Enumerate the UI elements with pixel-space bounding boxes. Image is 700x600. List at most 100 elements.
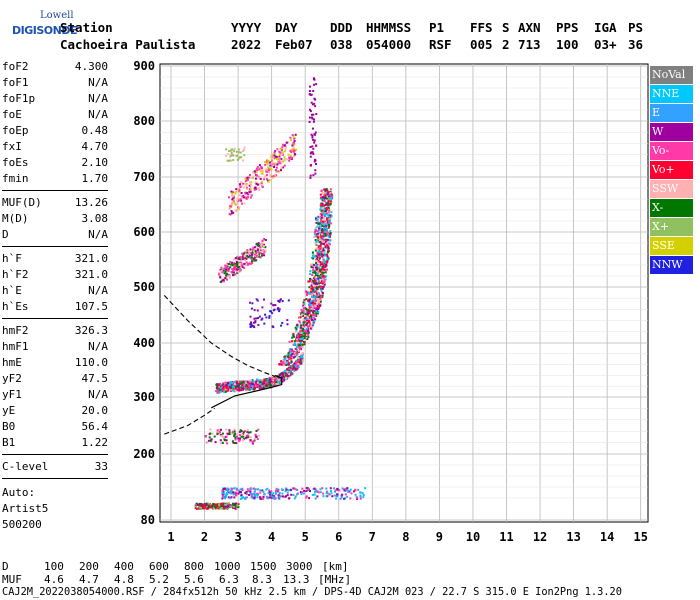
echo-point [291,350,294,353]
echo-point [230,383,233,386]
echo-point [223,391,226,394]
echo-point [247,262,249,265]
auto-artist: Artist5 [2,502,49,515]
param-value: 4.300 [74,60,108,73]
echo-point [255,252,258,255]
echo-point [288,340,291,343]
param-hes: h`Es 107.5 [2,300,108,314]
echo-point [327,238,329,241]
echo-point [315,277,317,280]
echo-point [239,183,242,186]
echo-point [214,504,217,507]
echo-point [320,196,323,199]
echo-point [309,155,312,158]
echo-point [248,440,251,443]
echo-point [275,170,278,173]
echo-point [235,491,238,494]
echo-point [238,489,241,492]
echo-point [320,253,323,256]
echo-point [350,492,353,495]
echo-point [234,381,237,384]
echo-point [312,254,315,257]
echo-point [227,263,230,265]
echo-point [330,222,333,225]
echo-point [321,296,324,299]
echo-point [238,388,241,391]
echo-point [299,328,302,331]
echo-point [225,383,228,386]
echo-point [234,264,237,267]
echo-point [316,312,319,315]
echo-point [241,252,244,255]
echo-point [249,386,252,389]
echo-point [237,157,240,160]
echo-point [308,298,311,301]
echo-point [275,487,278,490]
echo-point [240,381,243,384]
echo-point [276,376,279,379]
param-separator [2,478,108,479]
echo-point [245,386,248,389]
echo-point [326,221,329,224]
param-value: 321.0 [74,268,108,281]
echo-point [320,295,322,298]
echo-point [243,266,246,269]
echo-point [278,308,281,311]
echo-point [248,380,251,383]
echo-point [284,370,287,372]
echo-point [229,155,232,158]
echo-point [321,230,324,233]
echo-point [310,309,313,312]
echo-point [277,307,280,309]
echo-point [327,208,330,211]
echo-point [320,216,323,219]
echo-point [255,383,258,386]
echo-point [323,269,326,271]
echo-point [314,98,317,101]
echo-point [324,220,326,223]
echo-point [315,266,318,269]
x-tick-label: 5 [302,530,309,544]
echo-point [229,154,232,157]
echo-point [255,255,258,257]
echo-point [261,489,264,492]
echo-point [256,168,259,171]
echo-point [282,151,284,154]
echo-point [226,266,229,269]
echo-point [321,232,324,235]
echo-point [237,257,240,260]
echo-point [316,283,319,285]
echo-point [320,212,323,215]
echo-point [326,193,329,196]
echo-point [242,148,245,151]
echo-point [295,338,298,341]
echo-point [241,497,244,500]
echo-point [322,249,325,252]
echo-point [315,259,318,262]
echo-point [291,156,294,159]
echo-point [296,364,299,367]
echo-point [295,345,298,348]
echo-point [249,439,252,442]
echo-point [280,324,283,327]
echo-point [273,157,276,160]
echo-point [232,270,235,273]
echo-point [315,268,318,271]
echo-point [234,268,237,271]
echo-point [322,196,324,199]
echo-point [292,365,295,367]
echo-point [197,507,200,510]
echo-point [205,502,208,505]
echo-point [239,437,242,440]
echo-point [258,183,261,186]
echo-point [256,381,259,384]
echo-point [304,332,307,335]
echo-point [302,335,305,338]
echo-point [263,322,266,325]
echo-point [309,85,311,88]
echo-point [278,496,281,499]
echo-point [236,387,239,390]
echo-point [264,246,267,249]
echo-point [313,310,316,313]
